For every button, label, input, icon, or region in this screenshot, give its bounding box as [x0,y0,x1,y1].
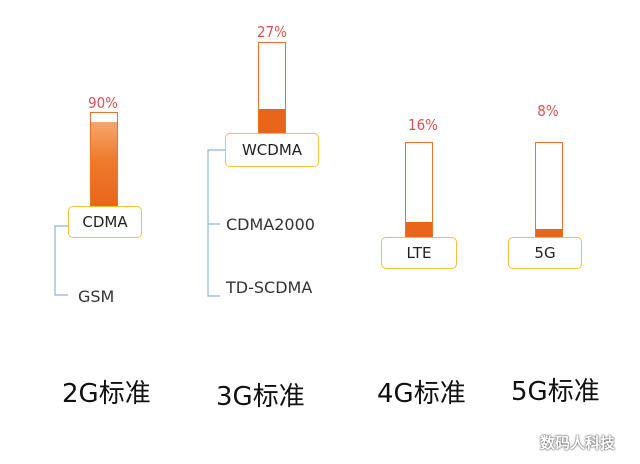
watermark: 数码人科技 [540,434,616,452]
share-bar-fill-4g [406,221,432,237]
standard-gsm: GSM [78,287,115,306]
share-bar-fill-3g [259,109,285,134]
share-bar-3g [258,42,286,135]
caption-3g: 3G标准 [216,382,305,412]
caption-5g: 5G标准 [511,377,600,407]
standard-box-5g: 5G [508,237,582,269]
share-bar-fill-2g [91,122,117,207]
share-bar-5g [535,142,563,238]
share-bar-2g [90,112,118,208]
standard-td-scdma: TD-SCDMA [226,278,313,297]
percent-label-5g: 8% [537,102,559,120]
caption-2g: 2G标准 [62,379,151,409]
standard-box-wcdma: WCDMA [225,133,319,167]
percent-label-2g: 90% [88,94,118,112]
share-bar-fill-5g [536,229,562,237]
standard-box-cdma: CDMA [68,206,142,238]
standard-cdma2000: CDMA2000 [226,215,315,234]
caption-4g: 4G标准 [377,379,466,409]
bracket-3g [207,149,225,297]
percent-label-4g: 16% [408,116,438,134]
percent-label-3g: 27% [257,23,287,41]
standard-box-lte: LTE [381,237,457,269]
bracket-2g [54,225,68,296]
share-bar-4g [405,142,433,238]
